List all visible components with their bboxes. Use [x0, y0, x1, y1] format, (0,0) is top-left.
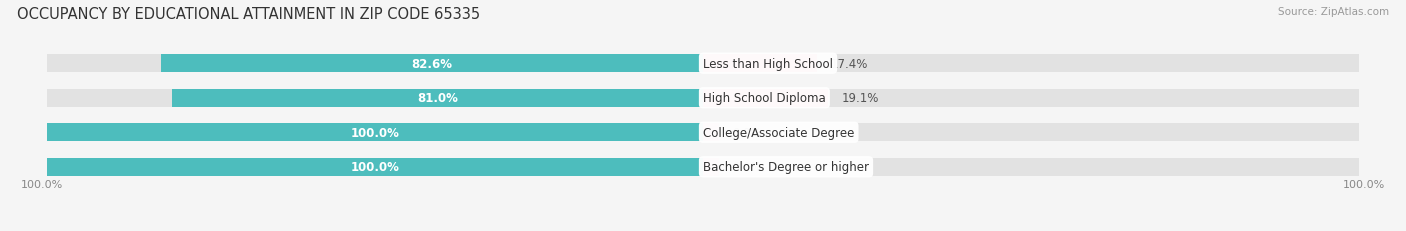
Text: 81.0%: 81.0%	[416, 92, 458, 105]
Text: 100.0%: 100.0%	[350, 126, 399, 139]
Text: 17.4%: 17.4%	[831, 58, 868, 70]
Text: 82.6%: 82.6%	[412, 58, 453, 70]
Bar	[703, 124, 720, 142]
Bar	[46, 158, 703, 176]
Text: OCCUPANCY BY EDUCATIONAL ATTAINMENT IN ZIP CODE 65335: OCCUPANCY BY EDUCATIONAL ATTAINMENT IN Z…	[17, 7, 479, 22]
Bar	[162, 55, 703, 73]
Text: 0.0%: 0.0%	[733, 161, 762, 173]
Bar	[703, 55, 817, 73]
Bar	[46, 124, 703, 142]
Text: Less than High School: Less than High School	[703, 58, 832, 70]
Text: High School Diploma: High School Diploma	[703, 92, 825, 105]
Text: Source: ZipAtlas.com: Source: ZipAtlas.com	[1278, 7, 1389, 17]
Text: Bachelor's Degree or higher: Bachelor's Degree or higher	[703, 161, 869, 173]
Bar	[703, 124, 1360, 142]
Bar	[703, 89, 1360, 107]
Bar	[46, 124, 703, 142]
Bar	[46, 55, 703, 73]
Bar	[703, 55, 1360, 73]
Text: 100.0%: 100.0%	[21, 179, 63, 189]
Text: College/Associate Degree: College/Associate Degree	[703, 126, 855, 139]
Bar	[46, 158, 703, 176]
Bar	[703, 158, 720, 176]
Bar	[703, 158, 1360, 176]
Bar	[46, 89, 703, 107]
Text: 100.0%: 100.0%	[1343, 179, 1385, 189]
Text: 100.0%: 100.0%	[350, 161, 399, 173]
Text: 19.1%: 19.1%	[841, 92, 879, 105]
Text: 0.0%: 0.0%	[733, 126, 762, 139]
Bar	[703, 89, 828, 107]
Bar	[172, 89, 703, 107]
